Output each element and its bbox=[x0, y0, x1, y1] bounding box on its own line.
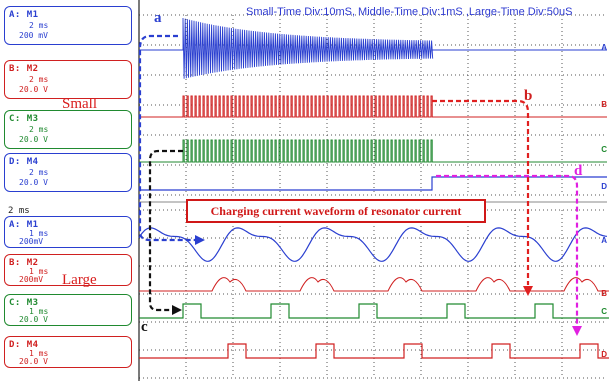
panel-channel-label: C: M3 bbox=[9, 114, 39, 124]
channel-marker-d2: D bbox=[601, 350, 607, 359]
panel-scale: 200 mV bbox=[19, 31, 48, 40]
panel-bottom-c[interactable]: C: M3 1 ms 20.0 V bbox=[4, 294, 132, 326]
label-large: Large bbox=[62, 272, 97, 288]
channel-marker-a2: A bbox=[601, 236, 607, 245]
panel-scale: 20.0 V bbox=[19, 135, 48, 144]
panel-channel-label: A: M1 bbox=[9, 10, 39, 20]
waveform-b-large bbox=[139, 277, 609, 292]
channel-marker-c1: C bbox=[601, 145, 607, 154]
panel-time: 1 ms bbox=[29, 267, 49, 276]
arrow-d-path bbox=[436, 174, 579, 325]
panel-channel-label: D: M4 bbox=[9, 340, 39, 350]
panel-time: 2 ms bbox=[29, 21, 49, 30]
arrow-b-path bbox=[432, 99, 530, 285]
panel-bottom-b[interactable]: B: M2 1 ms 200mV bbox=[4, 254, 132, 286]
panel-top-c[interactable]: C: M3 2 ms 20.0 V bbox=[4, 110, 132, 149]
panel-top-b[interactable]: B: M2 2 ms 20.0 V bbox=[4, 60, 132, 99]
panel-time: 2 ms bbox=[29, 75, 49, 84]
panel-time: 1 ms bbox=[29, 229, 49, 238]
waveform-d-large bbox=[139, 343, 609, 359]
panel-time: 1 ms bbox=[29, 307, 49, 316]
letter-b: b bbox=[524, 88, 533, 104]
waveform-caption: Charging current waveform of resonator c… bbox=[186, 199, 486, 223]
channel-marker-b2: B bbox=[601, 289, 607, 298]
letter-d: d bbox=[574, 163, 583, 179]
panel-channel-label: A: M1 bbox=[9, 220, 39, 230]
channel-marker-c2: C bbox=[601, 307, 607, 316]
waveform-b-small bbox=[139, 95, 607, 118]
panel-scale: 20.0 V bbox=[19, 357, 48, 366]
panel-channel-label: B: M2 bbox=[9, 64, 39, 74]
channel-marker-a1: A bbox=[601, 43, 607, 52]
panel-channel-label: B: M2 bbox=[9, 258, 39, 268]
panel-scale: 20.0 V bbox=[19, 178, 48, 187]
arrow-c-head bbox=[172, 305, 182, 315]
panel-top-a[interactable]: A: M1 2 ms 200 mV bbox=[4, 6, 132, 45]
channel-marker-d1: D bbox=[601, 182, 607, 191]
oscilloscope-display bbox=[138, 0, 609, 381]
panel-scale: 20.0 V bbox=[19, 315, 48, 324]
arrow-b-head bbox=[523, 286, 533, 296]
panel-scale: 20.0 V bbox=[19, 85, 48, 94]
letter-c: c bbox=[141, 319, 148, 335]
annotation-arrows bbox=[138, 34, 582, 336]
panel-channel-label: C: M3 bbox=[9, 298, 39, 308]
panel-time: 2 ms bbox=[29, 125, 49, 134]
panel-scale: 200mV bbox=[19, 275, 44, 284]
waveform-a-large bbox=[138, 227, 608, 262]
letter-a: a bbox=[154, 10, 162, 26]
label-small: Small bbox=[62, 96, 98, 112]
scope-title: Small-Time Div:10mS, Middle-Time Div:1mS… bbox=[246, 6, 573, 18]
waveform-c-large bbox=[139, 303, 609, 319]
waveform-d-small bbox=[139, 176, 607, 191]
waveform-a-small bbox=[139, 17, 607, 79]
time-readout: 2 ms bbox=[8, 206, 30, 216]
arrow-a-head bbox=[195, 235, 205, 245]
panel-time: 1 ms bbox=[29, 349, 49, 358]
panel-scale: 200mV bbox=[19, 237, 44, 246]
waveform-c-small bbox=[139, 139, 607, 163]
panel-top-d[interactable]: D: M4 2 ms 20.0 V bbox=[4, 153, 132, 192]
channel-marker-b1: B bbox=[601, 100, 607, 109]
panel-channel-label: D: M4 bbox=[9, 157, 39, 167]
panel-bottom-d[interactable]: D: M4 1 ms 20.0 V bbox=[4, 336, 132, 368]
panel-bottom-a[interactable]: A: M1 1 ms 200mV bbox=[4, 216, 132, 248]
arrow-a-path bbox=[138, 34, 195, 242]
arrow-c-path bbox=[148, 149, 183, 312]
panel-time: 2 ms bbox=[29, 168, 49, 177]
arrow-d-head bbox=[572, 326, 582, 336]
